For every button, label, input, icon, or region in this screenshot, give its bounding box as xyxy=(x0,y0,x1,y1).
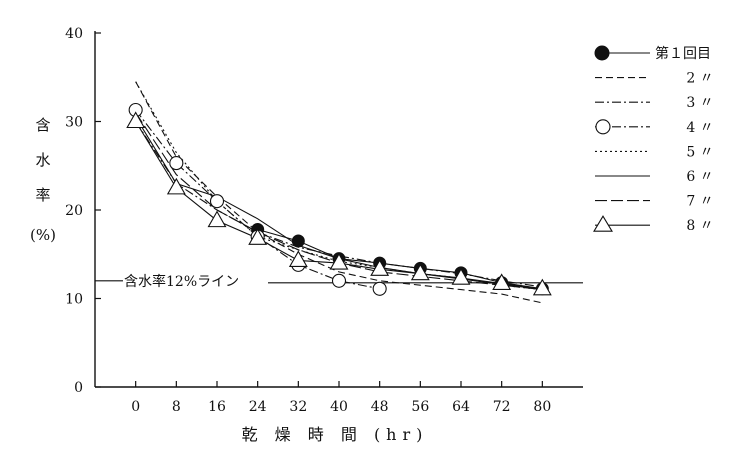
x-tick-label: 8 xyxy=(172,399,181,415)
filled-circle-marker xyxy=(291,234,305,248)
legend-label-4: 4 〃 xyxy=(686,120,713,136)
open-triangle-marker xyxy=(451,268,471,285)
series-line-3 xyxy=(135,121,543,288)
open-triangle-marker xyxy=(207,210,227,228)
x-tick-label: 80 xyxy=(533,399,551,415)
series-line-2 xyxy=(135,81,543,304)
legend-label-2: 2 〃 xyxy=(686,71,713,87)
open-triangle-marker xyxy=(532,278,552,296)
reference-line-label: 含水率12%ライン xyxy=(124,273,239,290)
x-tick-label: 48 xyxy=(371,399,389,415)
open-circle-marker xyxy=(209,194,225,209)
open-triangle-marker xyxy=(410,263,430,281)
x-tick-label: 64 xyxy=(452,399,470,415)
x-tick-label: 24 xyxy=(249,399,267,415)
open-circle-marker xyxy=(372,281,387,296)
legend-marker xyxy=(595,119,611,135)
y-tick-label: 30 xyxy=(65,115,83,131)
y-tick-label: 0 xyxy=(74,380,83,396)
open-triangle-marker xyxy=(492,273,512,291)
legend-label-5: 5 〃 xyxy=(686,144,713,160)
open-circle-marker xyxy=(169,156,184,171)
open-circle-marker xyxy=(331,273,347,288)
open-triangle-marker xyxy=(329,252,349,270)
x-axis-label: 乾 燥 時 間 (hr) xyxy=(242,425,429,444)
legend-marker xyxy=(594,45,610,61)
legend: 第１回目 2 〃 3 〃 4 〃 5 〃 6 〃 7 〃 8 〃 xyxy=(593,45,714,234)
series-lines xyxy=(135,81,543,304)
x-tick-label: 40 xyxy=(330,399,348,415)
reference-line-group: 含水率12%ライン xyxy=(95,273,583,290)
y-axis-label-char: 含 xyxy=(35,116,50,134)
x-tick-label: 0 xyxy=(131,399,140,415)
open-triangle-marker xyxy=(166,177,186,195)
series-line-1 xyxy=(257,228,543,290)
y-tick-label: 20 xyxy=(65,203,83,219)
legend-label-7: 7 〃 xyxy=(686,194,713,210)
x-tick-label: 16 xyxy=(208,399,226,415)
legend-label-3: 3 〃 xyxy=(686,95,713,111)
legend-label-6: 6 〃 xyxy=(686,169,713,185)
y-axis-label-char: 水 xyxy=(35,151,50,169)
x-tick-label: 56 xyxy=(411,399,429,415)
x-tick-label: 32 xyxy=(289,399,307,415)
legend-label-1: 第１回目 xyxy=(655,45,711,62)
open-triangle-marker xyxy=(248,228,268,245)
legend-label-8: 8 〃 xyxy=(686,218,713,234)
series-markers xyxy=(126,102,552,296)
y-axis-label: 含水率 (%) xyxy=(30,116,56,244)
y-tick-label: 40 xyxy=(65,26,83,42)
y-tick-label: 10 xyxy=(65,292,83,308)
open-triangle-marker xyxy=(288,250,308,267)
x-tick-label: 72 xyxy=(493,399,511,415)
y-axis-label-char: 率 xyxy=(35,186,50,204)
open-triangle-marker xyxy=(370,259,390,276)
y-axis-label-char: (%) xyxy=(30,226,56,244)
legend-marker xyxy=(593,215,613,232)
open-triangle-marker xyxy=(126,111,146,129)
axes: 0 10 20 30 40 0 8 16 24 32 40 48 56 64 72 80 xyxy=(65,26,583,415)
